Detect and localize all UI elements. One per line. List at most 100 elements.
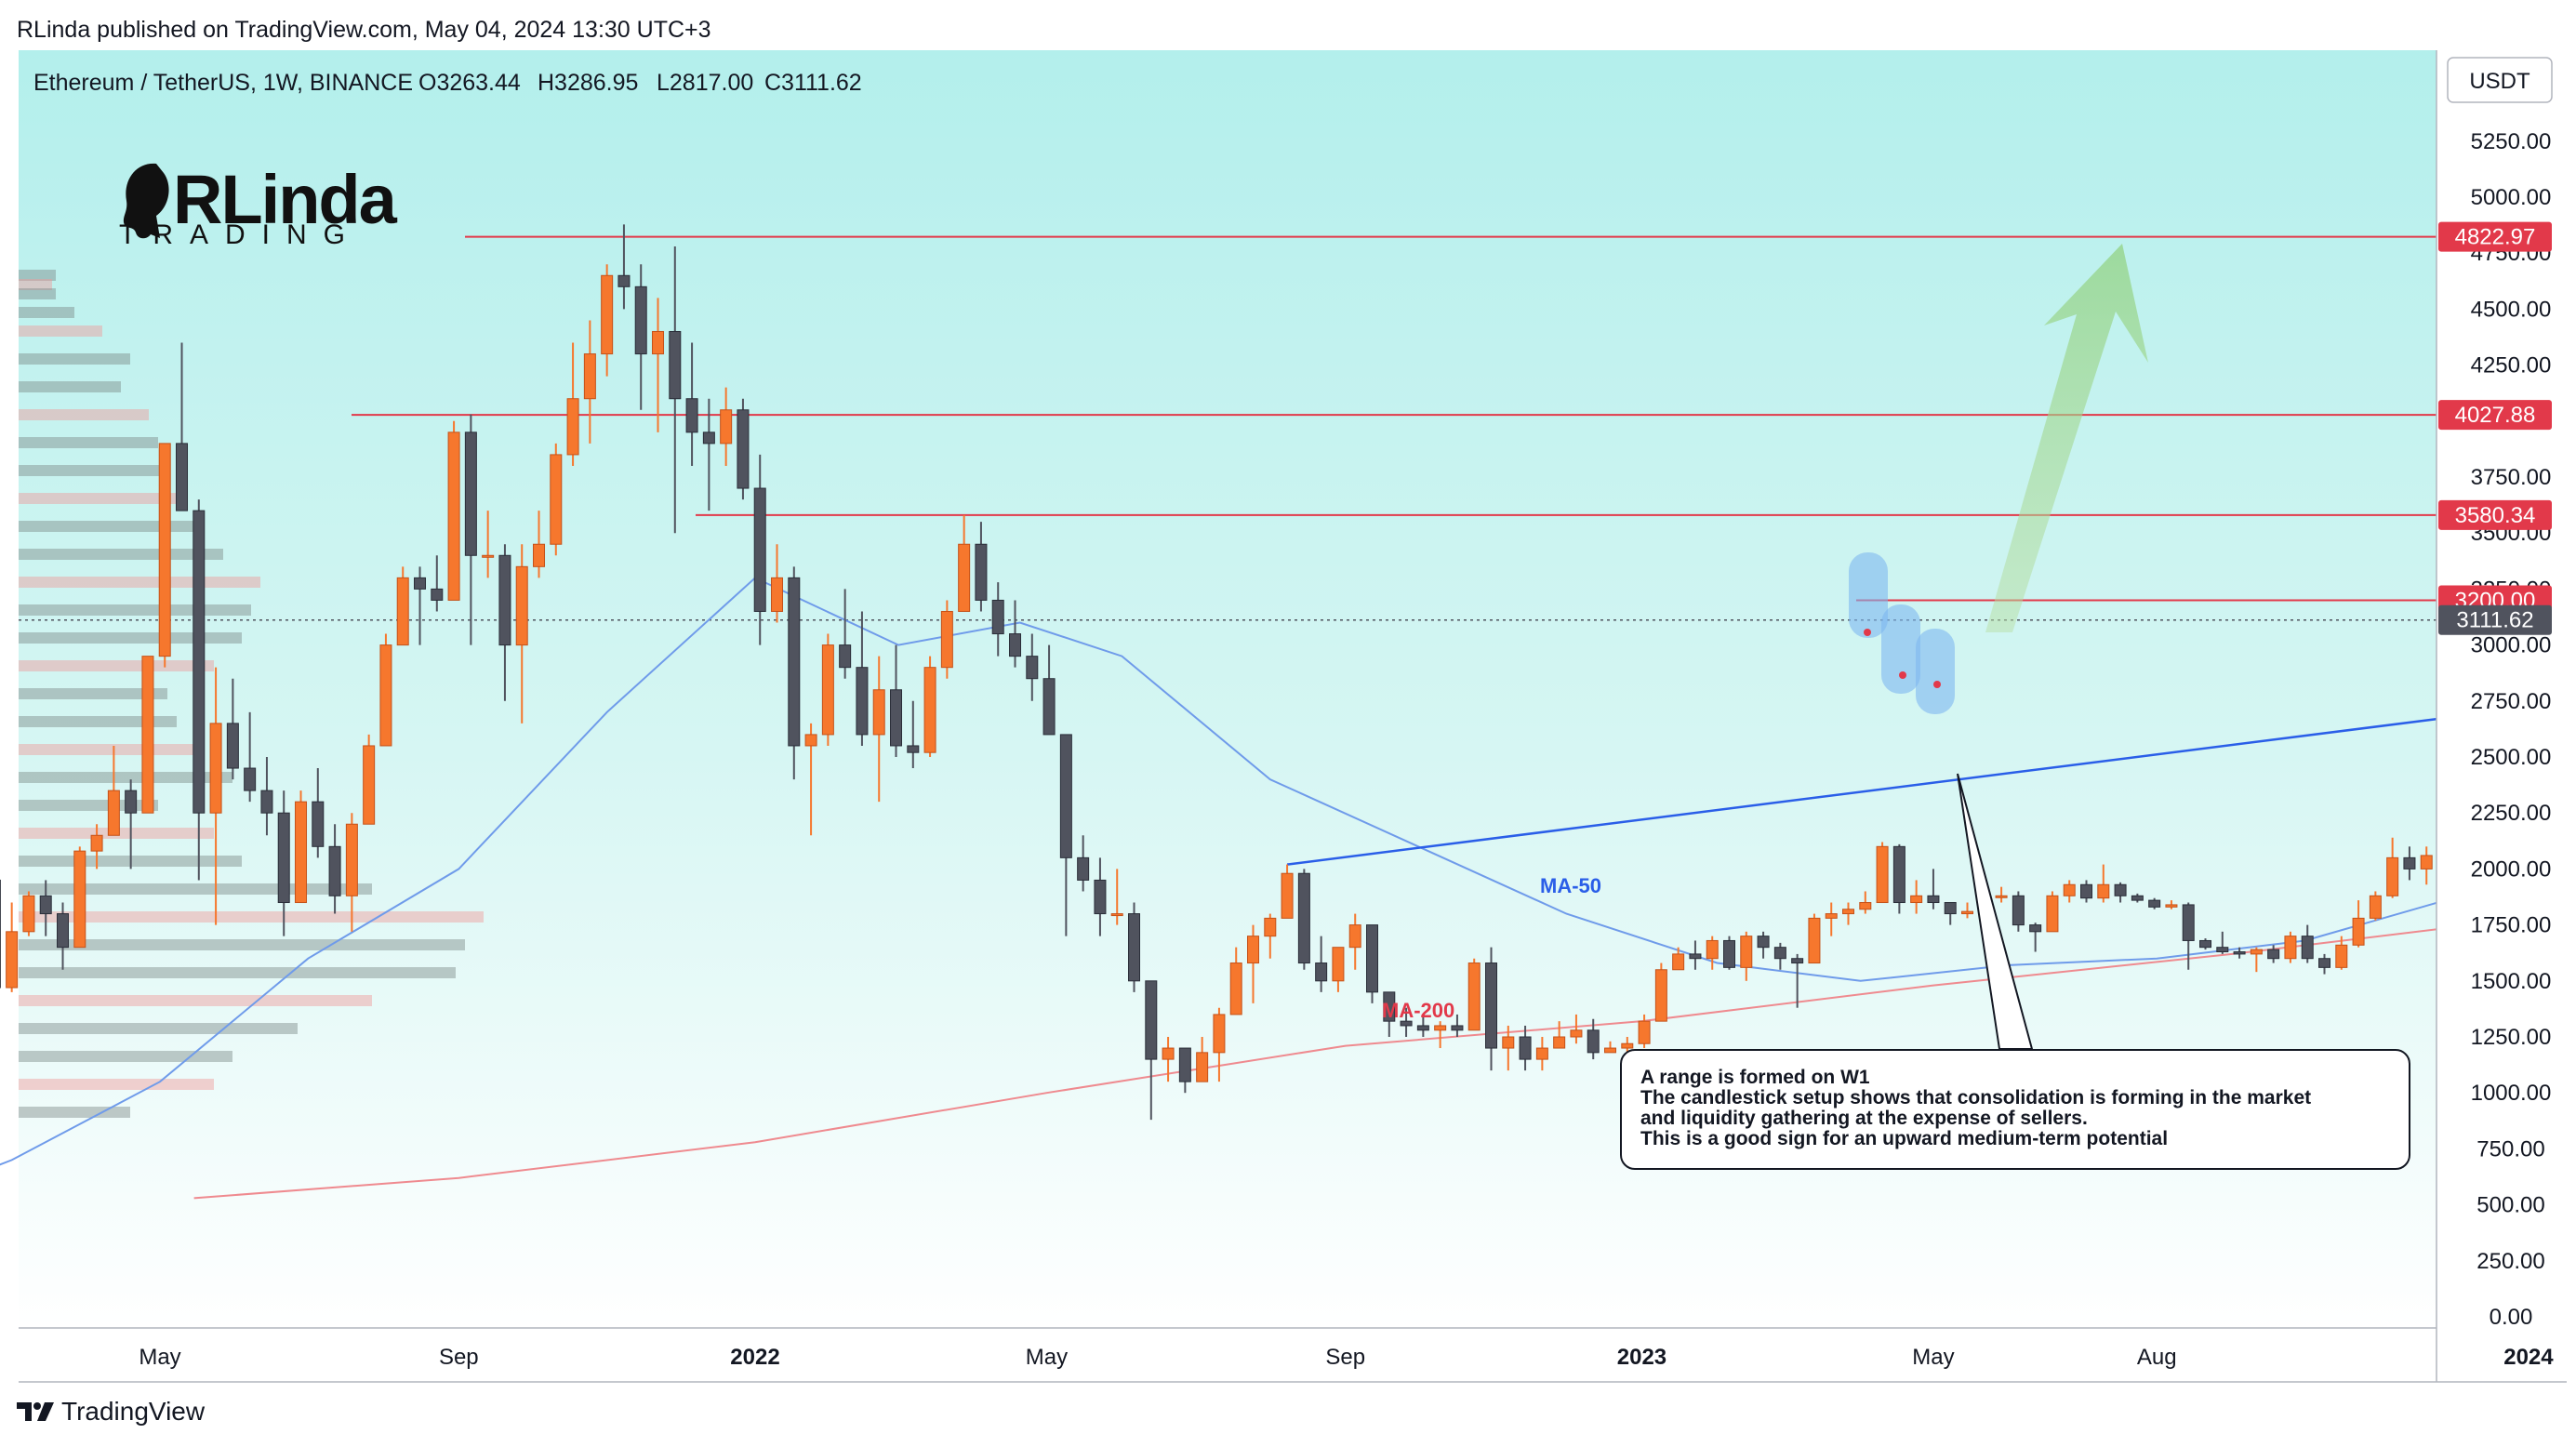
candle[interactable] bbox=[1638, 1014, 1651, 1049]
candle[interactable] bbox=[1196, 1037, 1209, 1082]
candle[interactable] bbox=[2097, 864, 2110, 903]
candle[interactable] bbox=[821, 633, 834, 746]
candle[interactable] bbox=[464, 414, 477, 645]
candle[interactable] bbox=[1961, 902, 1974, 919]
candle[interactable] bbox=[991, 582, 1004, 657]
candle[interactable] bbox=[1604, 1041, 1617, 1054]
candle[interactable] bbox=[2165, 900, 2178, 909]
candle[interactable] bbox=[720, 387, 733, 466]
candle[interactable] bbox=[1434, 1021, 1447, 1049]
candle[interactable] bbox=[685, 342, 698, 466]
candle[interactable] bbox=[260, 757, 273, 836]
candle[interactable] bbox=[295, 790, 308, 904]
candle[interactable] bbox=[1229, 947, 1242, 1016]
candle[interactable] bbox=[1757, 931, 1770, 959]
candle[interactable] bbox=[1825, 902, 1838, 936]
candle[interactable] bbox=[1672, 947, 1685, 971]
candle[interactable] bbox=[1944, 902, 1957, 925]
currency-selector[interactable] bbox=[2447, 57, 2553, 103]
candle[interactable] bbox=[277, 790, 290, 936]
candle[interactable] bbox=[2301, 924, 2314, 963]
candle[interactable] bbox=[1416, 1014, 1429, 1037]
candle[interactable] bbox=[872, 656, 885, 803]
candle[interactable] bbox=[176, 342, 189, 511]
candle[interactable] bbox=[1094, 857, 1107, 936]
candle[interactable] bbox=[1485, 947, 1498, 1071]
candle[interactable] bbox=[583, 320, 596, 444]
candle[interactable] bbox=[1876, 842, 1889, 904]
candle[interactable] bbox=[1689, 940, 1702, 970]
candle[interactable] bbox=[2284, 931, 2297, 963]
candle[interactable] bbox=[907, 700, 920, 769]
candle[interactable] bbox=[39, 880, 52, 936]
candle[interactable] bbox=[1332, 947, 1345, 992]
candle[interactable] bbox=[2063, 880, 2076, 903]
candle[interactable] bbox=[2267, 945, 2280, 963]
candle[interactable] bbox=[141, 656, 154, 814]
candle[interactable] bbox=[1570, 1014, 1583, 1044]
candle[interactable] bbox=[244, 711, 257, 803]
candle[interactable] bbox=[396, 566, 409, 646]
candle[interactable] bbox=[312, 768, 325, 858]
candle[interactable] bbox=[1315, 936, 1328, 992]
candle[interactable] bbox=[669, 246, 682, 534]
candle[interactable] bbox=[1077, 835, 1090, 892]
candle[interactable] bbox=[1859, 891, 1872, 914]
candle[interactable] bbox=[1842, 902, 1855, 925]
candle[interactable] bbox=[1383, 991, 1396, 1037]
candle[interactable] bbox=[447, 420, 460, 601]
candle[interactable] bbox=[90, 824, 103, 870]
candle[interactable] bbox=[1502, 1025, 1515, 1071]
candle[interactable] bbox=[2403, 846, 2416, 881]
candle[interactable] bbox=[1178, 1047, 1191, 1094]
candle[interactable] bbox=[1145, 980, 1158, 1121]
candle[interactable] bbox=[1213, 1007, 1226, 1082]
candle[interactable] bbox=[193, 499, 206, 881]
candle[interactable] bbox=[2318, 953, 2331, 975]
candle[interactable] bbox=[498, 544, 511, 701]
candle[interactable] bbox=[107, 745, 120, 836]
candle[interactable] bbox=[2216, 931, 2229, 954]
candle[interactable] bbox=[1995, 886, 2008, 903]
candle[interactable] bbox=[1723, 936, 1736, 970]
candle[interactable] bbox=[737, 398, 750, 500]
candle[interactable] bbox=[1348, 913, 1361, 970]
candle[interactable] bbox=[2012, 891, 2025, 932]
candle[interactable] bbox=[57, 902, 70, 970]
candle[interactable] bbox=[634, 264, 647, 410]
candle[interactable] bbox=[652, 298, 665, 432]
candle[interactable] bbox=[1587, 1018, 1600, 1060]
candle[interactable] bbox=[6, 902, 19, 992]
candle[interactable] bbox=[2199, 938, 2212, 950]
candle[interactable] bbox=[226, 678, 239, 780]
candle[interactable] bbox=[1247, 924, 1260, 1003]
candle[interactable] bbox=[2046, 891, 2059, 933]
candle[interactable] bbox=[958, 514, 971, 612]
candle[interactable] bbox=[1808, 913, 1821, 964]
candle[interactable] bbox=[1128, 902, 1141, 992]
candle[interactable] bbox=[1059, 734, 1072, 936]
candle[interactable] bbox=[2131, 893, 2144, 903]
candle[interactable] bbox=[1366, 924, 1379, 1003]
candle[interactable] bbox=[1553, 1021, 1566, 1049]
candle[interactable] bbox=[1264, 913, 1277, 959]
candle[interactable] bbox=[1026, 633, 1039, 701]
candle[interactable] bbox=[753, 454, 766, 645]
candle[interactable] bbox=[125, 779, 138, 870]
candle[interactable] bbox=[975, 522, 988, 612]
candle[interactable] bbox=[533, 511, 546, 578]
candle[interactable] bbox=[1535, 1037, 1548, 1071]
candle[interactable] bbox=[2250, 947, 2263, 973]
candle[interactable] bbox=[515, 544, 528, 724]
candle[interactable] bbox=[1297, 869, 1310, 970]
candle[interactable] bbox=[1910, 880, 1923, 914]
candle[interactable] bbox=[1791, 953, 1804, 1008]
candle[interactable] bbox=[1740, 931, 1753, 981]
candle[interactable] bbox=[550, 443, 563, 556]
candle[interactable] bbox=[73, 846, 86, 949]
candle[interactable] bbox=[1281, 864, 1294, 919]
candle[interactable] bbox=[771, 544, 784, 623]
candle[interactable] bbox=[379, 633, 392, 747]
candle[interactable] bbox=[209, 667, 222, 925]
candle[interactable] bbox=[1042, 644, 1056, 736]
